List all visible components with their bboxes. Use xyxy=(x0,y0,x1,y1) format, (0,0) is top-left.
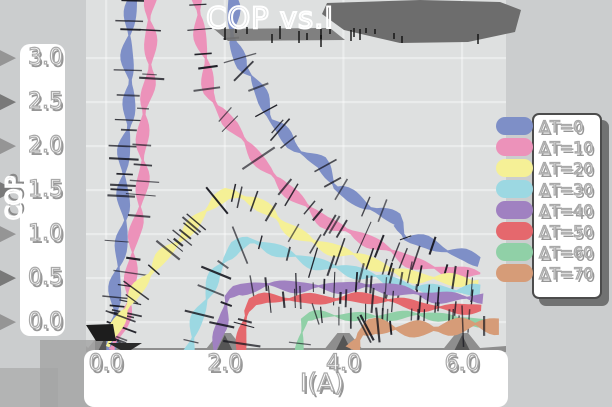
legend-swatch xyxy=(496,117,533,135)
chart-title: COP vs.I xyxy=(205,0,334,36)
legend-swatch xyxy=(496,159,533,177)
origin-tick-wedge xyxy=(108,343,142,353)
y-tick-label: 1.0 xyxy=(27,220,63,247)
title-shadow-blob xyxy=(322,0,521,43)
x-tick-label: 2.0 xyxy=(207,350,243,376)
legend-label: ΔT=20 xyxy=(538,158,594,178)
legend-box xyxy=(532,113,602,299)
legend-item: ΔT=50 xyxy=(496,221,608,241)
legend-swatch xyxy=(496,243,533,261)
origin-blob xyxy=(86,324,116,341)
legend-swatch xyxy=(496,222,533,240)
legend-swatch xyxy=(496,264,533,282)
legend-item: ΔT=20 xyxy=(496,158,608,178)
title-dash-marks xyxy=(224,26,479,47)
legend-label: ΔT=70 xyxy=(538,263,594,283)
data-series xyxy=(99,0,499,351)
legend-label: ΔT=10 xyxy=(538,137,594,157)
legend: ΔT=0 ΔT=10 ΔT=20 ΔT=30 ΔT=40 ΔT=50 ΔT=60 ΔT=70 xyxy=(496,113,608,299)
xtick-panel xyxy=(84,350,508,407)
legend-label: ΔT=60 xyxy=(538,242,594,262)
x-axis-label: I(A) xyxy=(299,367,344,397)
legend-item: ΔT=60 xyxy=(496,242,608,262)
y-tick-label: 2.0 xyxy=(27,132,63,159)
legend-item: ΔT=70 xyxy=(496,263,608,283)
legend-label: ΔT=0 xyxy=(538,116,584,136)
y-tick-label: 0.0 xyxy=(27,308,63,335)
legend-swatch xyxy=(496,201,533,219)
x-tick-label: 4.0 xyxy=(325,350,361,376)
x-tick-label: 6.0 xyxy=(444,350,480,376)
ytick-panel xyxy=(20,44,65,336)
corner-shadow-2 xyxy=(0,368,58,407)
legend-item: ΔT=30 xyxy=(496,179,608,199)
legend-label: ΔT=30 xyxy=(538,179,594,199)
y-tick-label: 3.0 xyxy=(27,44,63,71)
legend-item: ΔT=0 xyxy=(496,116,608,136)
y-tick-label: 0.5 xyxy=(27,264,63,291)
y-tick-label: 2.5 xyxy=(27,88,63,115)
legend-item: ΔT=40 xyxy=(496,200,608,220)
legend-swatch xyxy=(496,138,533,156)
legend-label: ΔT=40 xyxy=(538,200,594,220)
legend-swatch xyxy=(496,180,533,198)
x-tick-label: 0.0 xyxy=(88,350,124,376)
legend-label: ΔT=50 xyxy=(538,221,594,241)
legend-item: ΔT=10 xyxy=(496,137,608,157)
y-tick-label: 1.5 xyxy=(27,176,63,203)
